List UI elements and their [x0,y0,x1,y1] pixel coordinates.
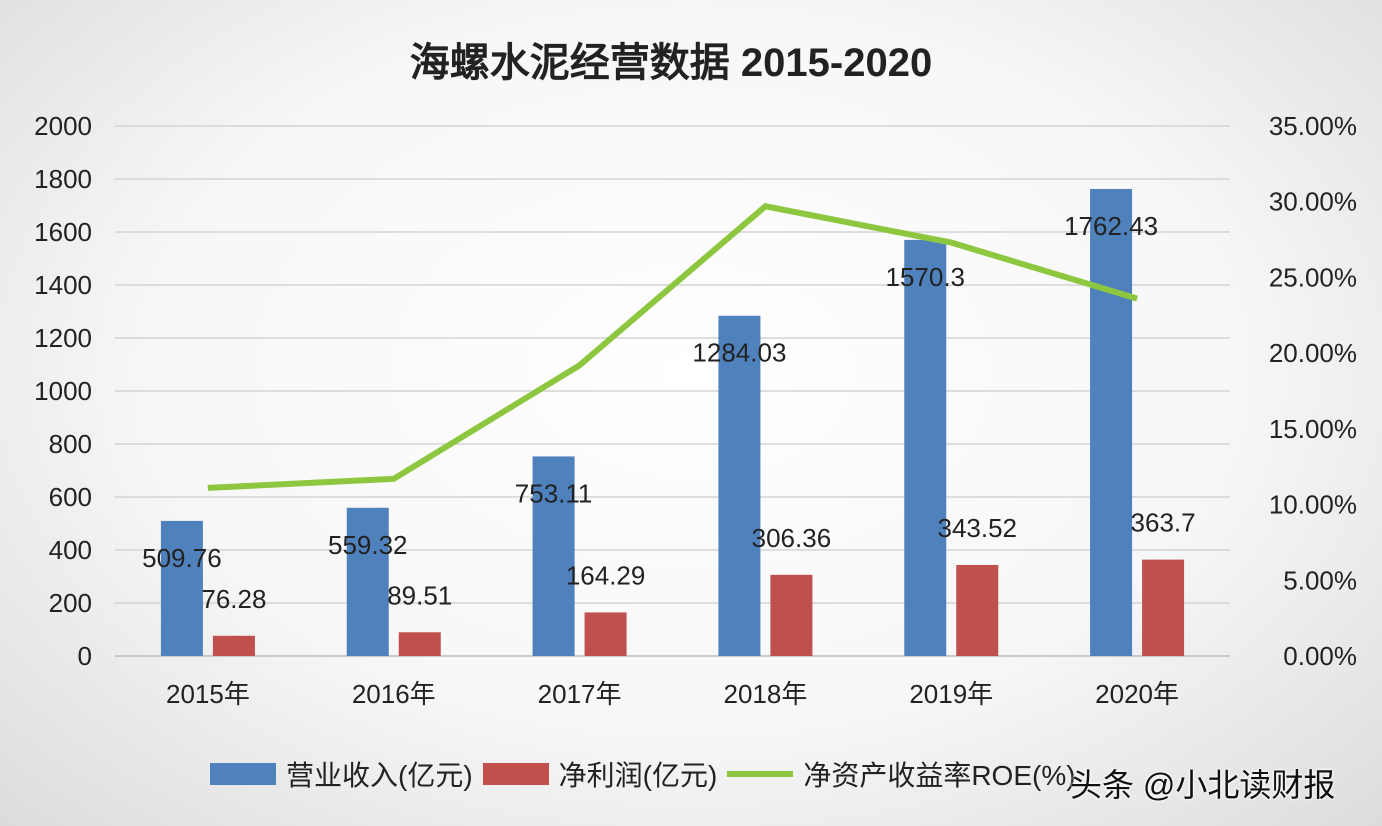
bar-revenue [532,456,575,656]
y-tick-label: 0 [78,641,92,671]
bar-profit [584,612,627,656]
y-tick-label: 200 [49,588,92,618]
y2-tick-label: 0.00% [1283,641,1357,671]
y2-tick-label: 15.00% [1269,414,1357,444]
data-label-revenue: 753.11 [515,478,593,508]
data-label-profit: 363.7 [1131,508,1196,538]
bar-revenue [904,239,947,657]
y2-tick-label: 35.00% [1269,111,1357,141]
legend: 营业收入(亿元) 净利润(亿元) 净资产收益率ROE(%) [210,754,1086,794]
bar-profit [956,564,999,656]
y2-tick-label: 5.00% [1283,565,1357,595]
point-roe [1136,298,1138,300]
x-tick-label: 2017年 [538,679,622,709]
y-tick-label: 1800 [34,164,92,194]
bar-revenue [1090,188,1133,656]
data-label-profit: 89.51 [387,580,452,610]
y-tick-label: 2000 [34,111,92,141]
point-roe [207,487,209,489]
legend-swatch-profit [482,763,549,785]
x-tick-label: 2016年 [352,679,436,709]
bar-revenue [718,315,761,656]
bar-profit [212,635,255,656]
data-label-revenue: 509.76 [142,543,222,573]
bar-profit [1142,559,1185,656]
x-tick-label: 2015年 [166,679,250,709]
y2-tick-label: 10.00% [1269,490,1357,520]
data-label-profit: 76.28 [201,584,266,614]
data-label-profit: 343.52 [937,513,1017,543]
data-label-revenue: 1570.3 [885,262,965,292]
bar-profit [398,632,441,656]
chart-title: 海螺水泥经营数据 2015-2020 [410,41,932,85]
y2-tick-label: 20.00% [1269,338,1357,368]
y-tick-label: 400 [49,535,92,565]
x-tick-label: 2018年 [723,679,807,709]
data-label-revenue: 1762.43 [1064,211,1158,241]
y-tick-label: 600 [49,482,92,512]
point-roe [579,364,581,366]
y-tick-label: 1400 [34,270,92,300]
data-label-profit: 164.29 [566,560,646,590]
watermark: 头条 @小北读财报 [1070,767,1336,803]
y-tick-label: 1200 [34,323,92,353]
x-tick-label: 2019年 [909,679,993,709]
y-tick-label: 1000 [34,376,92,406]
legend-label-revenue: 营业收入(亿元) [286,760,473,791]
y-tick-label: 1600 [34,217,92,247]
data-label-revenue: 1284.03 [692,338,786,368]
legend-label-roe: 净资产收益率ROE(%) [803,760,1076,791]
y2-tick-label: 30.00% [1269,187,1357,217]
bar-revenue [160,520,203,656]
data-label-revenue: 559.32 [328,530,408,560]
y-tick-label: 800 [49,429,92,459]
bar-revenue [346,507,389,656]
legend-swatch-revenue [210,763,276,785]
legend-swatch-roe [727,771,794,777]
point-roe [393,478,395,480]
legend-label-profit: 净利润(亿元) [558,760,718,791]
point-roe [950,242,952,244]
point-roe [764,205,766,207]
data-label-profit: 306.36 [752,523,832,553]
line-roe [207,203,1138,491]
bar-profit [770,574,813,656]
x-tick-label: 2020年 [1095,679,1179,709]
y2-tick-label: 25.00% [1269,262,1357,292]
